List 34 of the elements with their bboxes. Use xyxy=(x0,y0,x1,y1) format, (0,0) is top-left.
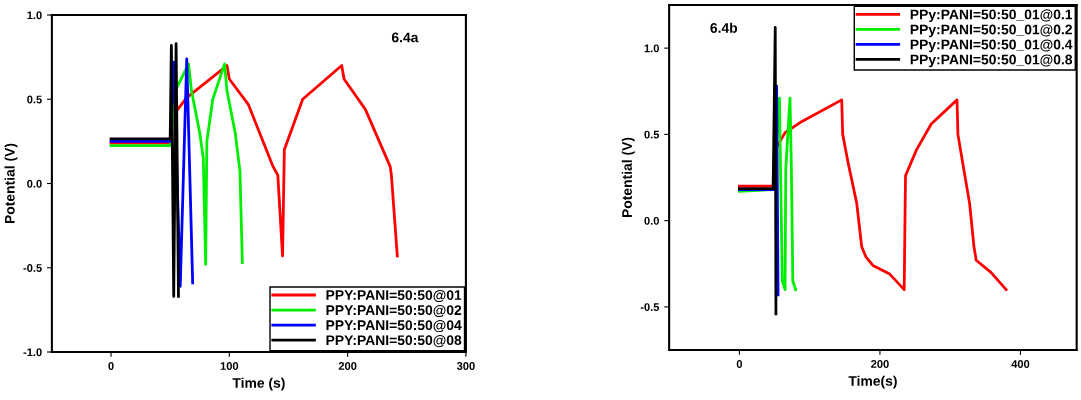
x-tick-label: 0 xyxy=(108,362,114,370)
annotation: 6.4b xyxy=(710,22,738,33)
legend-label: PPY:PANI=50:50@08 xyxy=(326,335,462,348)
y-tick-label: 0.0 xyxy=(27,179,42,188)
x-tick-label: 0 xyxy=(736,360,743,368)
x-tick-label: 400 xyxy=(1011,360,1030,368)
x-axis-title: Time (s) xyxy=(232,377,285,391)
y-tick-label: -0.5 xyxy=(640,303,660,312)
legend-label: PPy:PANI=50:50_01@0.4 xyxy=(910,39,1073,53)
x-tick-label: 200 xyxy=(871,360,889,368)
x-tick-label: 300 xyxy=(456,362,475,370)
y-tick-label: 1.0 xyxy=(27,11,42,20)
y-tick-label: 0.5 xyxy=(644,130,660,139)
x-tick-label: 200 xyxy=(338,362,357,370)
legend-label: PPy:PANI=50:50_01@0.2 xyxy=(910,24,1072,38)
y-tick-label: -1.0 xyxy=(23,348,42,357)
y-axis-title: Potential (V) xyxy=(621,137,635,218)
x-axis-title: Time(s) xyxy=(848,375,897,389)
line-series xyxy=(109,62,244,266)
legend-label: PPY:PANI=50:50@02 xyxy=(326,305,462,318)
annotation: 6.4a xyxy=(391,32,419,43)
legend-label: PPy:PANI=50:50_01@0.1 xyxy=(910,9,1073,23)
y-tick-label: -0.5 xyxy=(23,264,42,272)
y-tick-label: 1.0 xyxy=(644,44,659,53)
y-tick-label: 0.5 xyxy=(27,95,42,104)
legend-label: PPy:PANI=50:50_01@0.8 xyxy=(910,54,1073,68)
legend-label: PPY:PANI=50:50@04 xyxy=(326,320,462,333)
x-tick-label: 100 xyxy=(220,362,239,370)
line-series xyxy=(109,64,399,258)
legend-label: PPY:PANI=50:50@01 xyxy=(326,290,462,303)
y-tick-label: 0.0 xyxy=(644,216,659,225)
y-axis-title: Potential (V) xyxy=(4,143,18,224)
line-series xyxy=(738,98,1008,292)
line-series xyxy=(109,42,180,298)
